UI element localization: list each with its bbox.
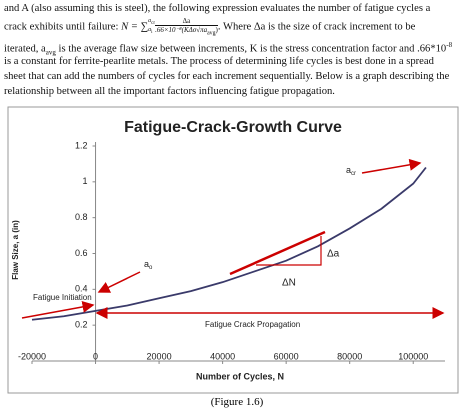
y-tick-label: 0.6 [75, 248, 88, 258]
denominator: .66×10⁻⁸(KΔσ√πaavg) [155, 26, 218, 37]
fraction: Δa .66×10⁻⁸(KΔσ√πaavg) [155, 17, 218, 37]
a-0-label: ao [144, 259, 153, 270]
sum-lower: a [148, 27, 152, 34]
sum-upper-sub: cr [151, 21, 156, 27]
text-line: and A (also assuming this is steel), the… [4, 3, 431, 14]
initiation-arrow [21, 300, 95, 319]
x-tick-label: 20000 [147, 351, 172, 361]
text-line: is a constant for ferrite-pearlite metal… [4, 56, 434, 67]
text: . Where Δa is the size of crack incremen… [217, 21, 416, 33]
a-0-arrow [97, 271, 141, 293]
initiation-label: Fatigue Initiation [33, 293, 92, 302]
y-tick-label: 0.2 [75, 320, 88, 330]
x-axis-title: Number of Cycles, N [196, 371, 284, 381]
text: iterated, a [4, 43, 46, 55]
x-tick-label: 60000 [274, 351, 299, 361]
a-cr-arrow [361, 158, 422, 174]
x-tick-label: 80000 [337, 351, 362, 361]
delta-a-label: Δa [327, 249, 340, 260]
x-tick-label: 0 [93, 351, 98, 361]
a-cr-label: acr [346, 165, 356, 176]
delta-triangle [256, 236, 322, 266]
text-line: sheet that can add the numbers of cycles… [4, 71, 450, 82]
y-tick-label: 0.8 [75, 212, 88, 222]
numerator: Δa [155, 17, 218, 26]
y-axis-title: Flaw Size, a (in) [11, 220, 20, 280]
text-line: relationship between all the important f… [4, 86, 335, 97]
text: is the average flaw size between increme… [55, 43, 447, 55]
x-tick-label: 100000 [398, 351, 428, 361]
text-line: iterated, aavg is the average flaw size … [4, 41, 452, 57]
y-tick-label: 1.2 [75, 140, 88, 150]
annotations: acr ao Δa ΔN Fatigue Initiation Fatigue … [21, 158, 445, 329]
denominator-end: ) [215, 26, 218, 34]
y-tick-label: 1 [83, 176, 88, 186]
chart-frame [7, 106, 459, 394]
denominator-sub: avg [207, 30, 216, 37]
sum-limits: acr ai [148, 18, 155, 36]
subscript: avg [45, 48, 56, 57]
text: crack exhibits until failure: [4, 21, 119, 33]
chart-title: Fatigue-Crack-Growth Curve [124, 119, 342, 136]
delta-n-label: ΔN [282, 278, 296, 289]
formula-lhs: N = ∑ [121, 21, 149, 33]
text-line: crack exhibits until failure: N = ∑acr ai… [4, 17, 415, 37]
denominator-text: .66×10⁻⁸(KΔσ√πa [155, 26, 208, 34]
x-tick-label: 40000 [210, 351, 235, 361]
y-tick-label: 0.4 [75, 284, 88, 294]
superscript: -8 [446, 41, 453, 49]
sum-upper: a [148, 18, 152, 25]
tangent-line [229, 230, 326, 276]
propagation-label: Fatigue Crack Propagation [205, 320, 300, 329]
x-tick-label: -20000 [18, 351, 46, 361]
caption: (Figure 1.6) [210, 396, 264, 408]
sum-lower-sub: i [151, 30, 153, 36]
